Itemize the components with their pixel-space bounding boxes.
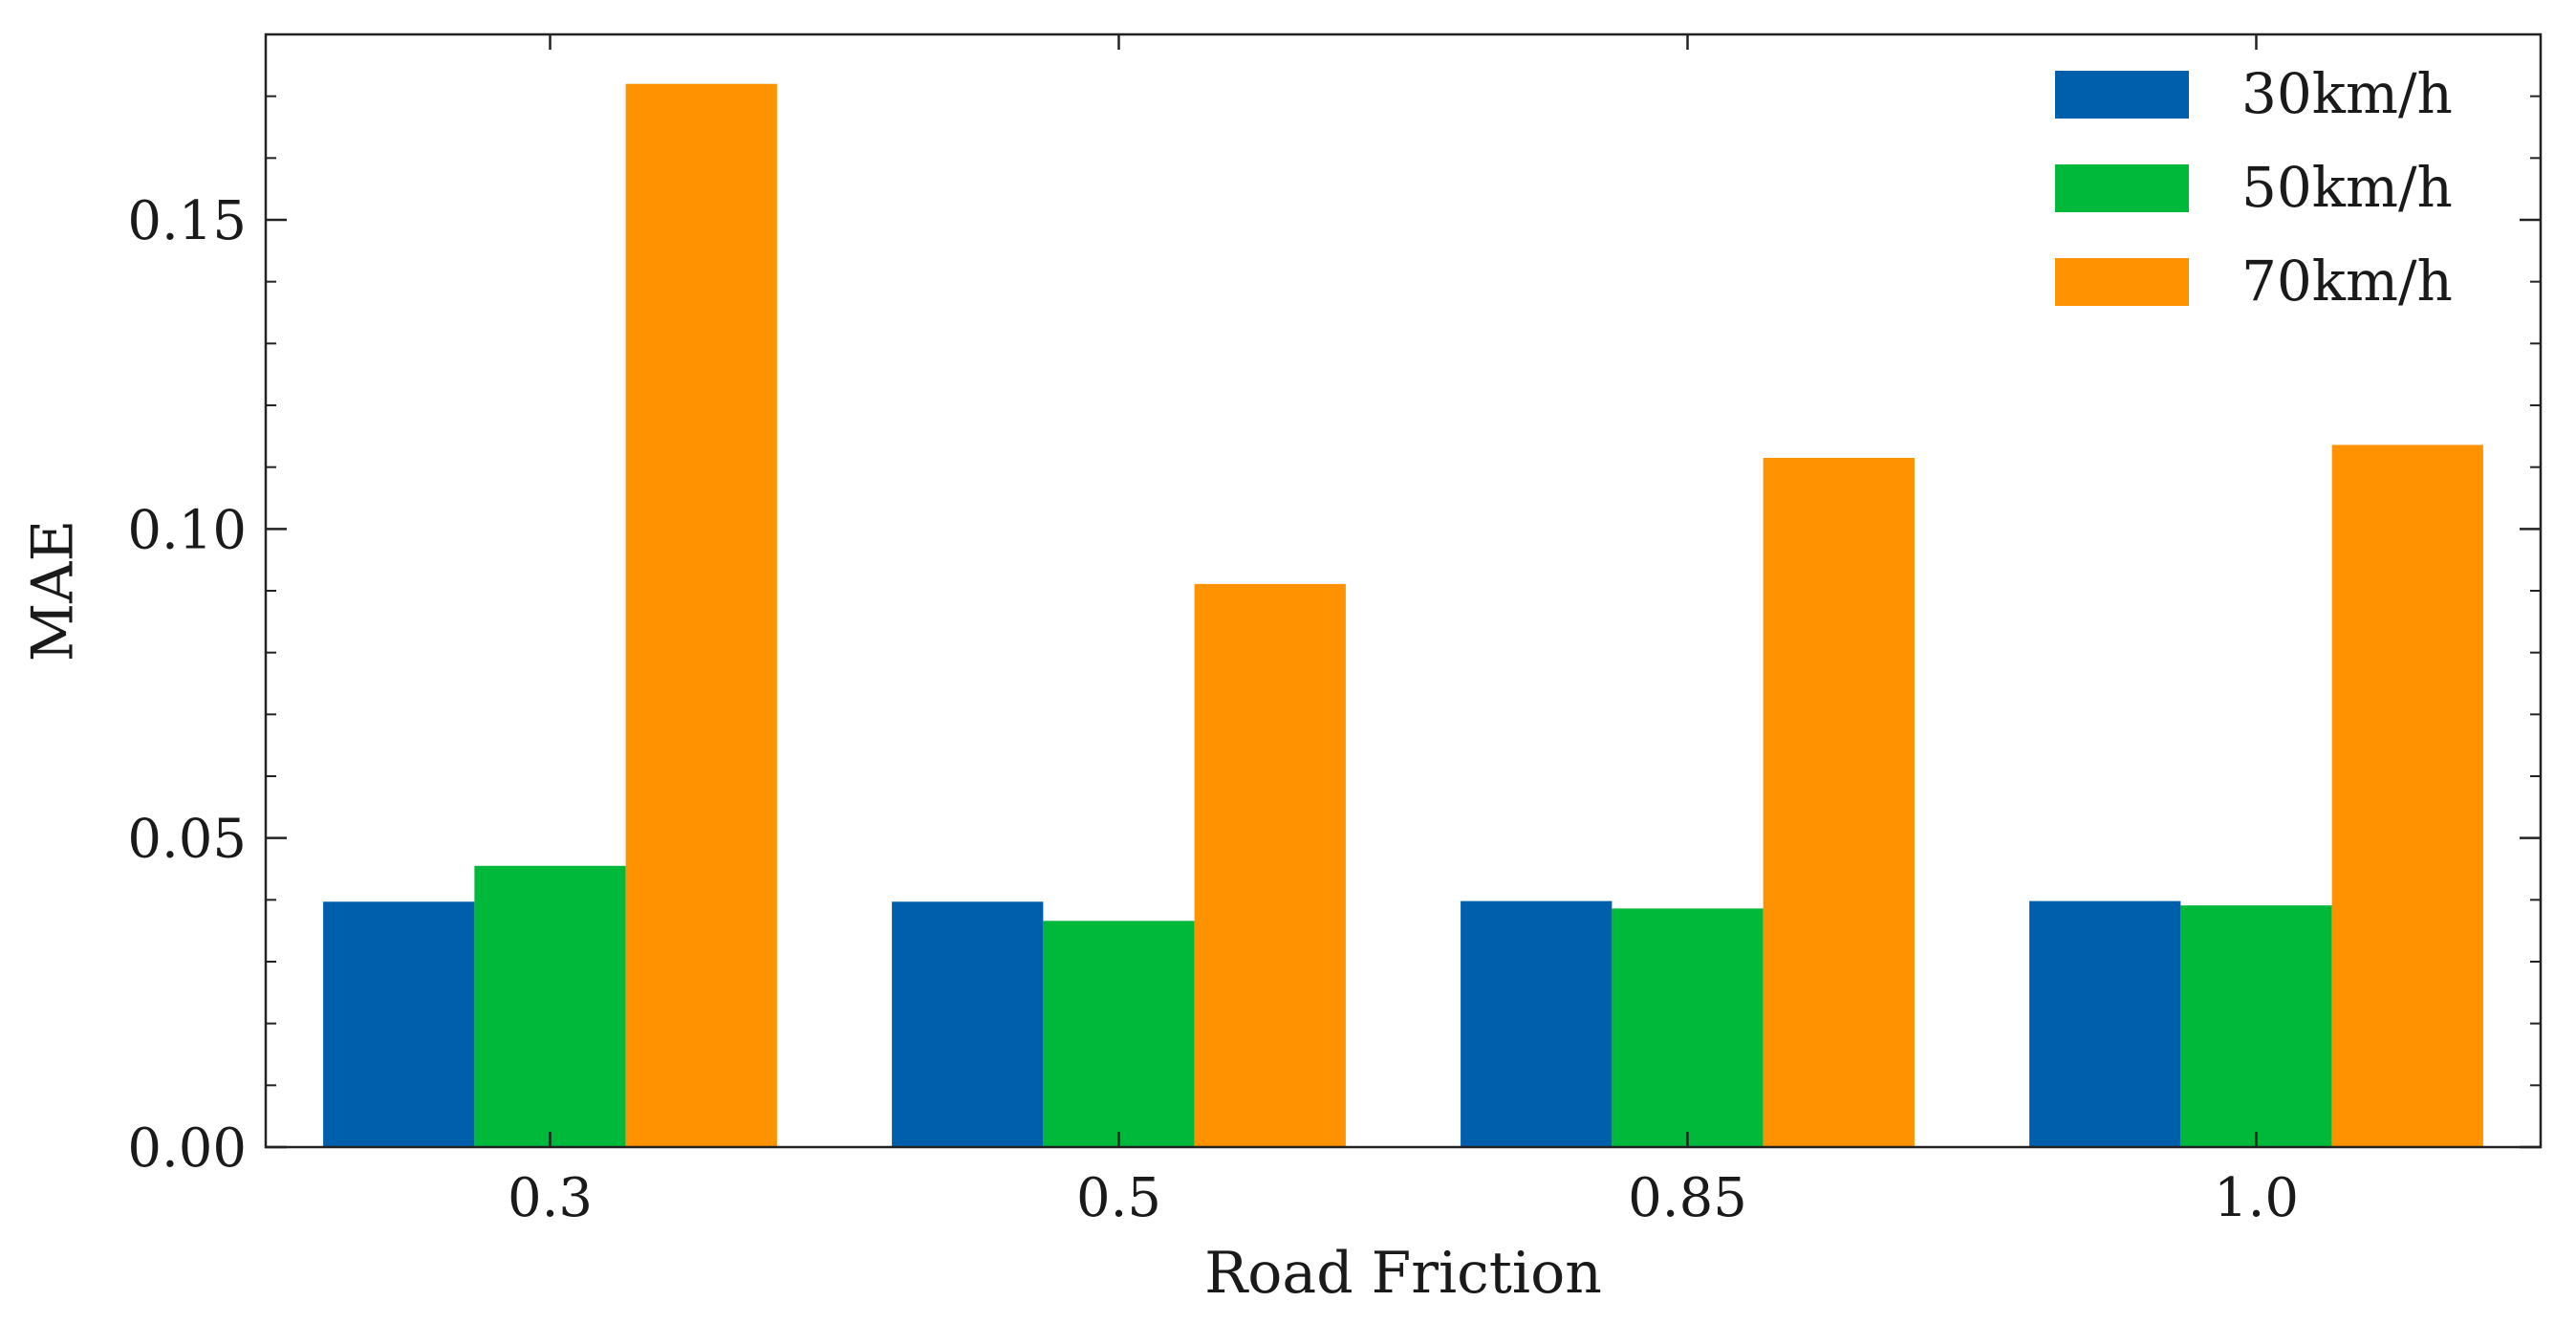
y-tick-label: 0.10 bbox=[127, 499, 247, 561]
x-tick-label: 0.85 bbox=[1628, 1167, 1747, 1229]
x-tick-label: 0.3 bbox=[508, 1167, 593, 1229]
x-tick-label: 1.0 bbox=[2214, 1167, 2299, 1229]
bar-30km-h-0-3 bbox=[323, 901, 475, 1147]
bar-70km-h-0-5 bbox=[1194, 583, 1346, 1147]
legend-swatch-70km-h bbox=[2055, 258, 2189, 306]
bar-30km-h-0-85 bbox=[1461, 900, 1613, 1147]
bar-70km-h-0-85 bbox=[1763, 457, 1915, 1147]
legend: 30km/h 50km/h 70km/h bbox=[2055, 61, 2453, 314]
legend-label: 50km/h bbox=[2241, 155, 2453, 220]
y-tick-label: 0.00 bbox=[127, 1117, 247, 1180]
y-tick-label: 0.05 bbox=[127, 809, 247, 871]
bar-50km-h-1-0 bbox=[2180, 905, 2332, 1147]
bar-50km-h-0-3 bbox=[474, 865, 626, 1147]
bar-30km-h-0-5 bbox=[892, 901, 1044, 1147]
legend-label: 70km/h bbox=[2241, 249, 2453, 314]
tick-labels-layer: 0.3 0.5 0.85 1.0 0.00 0.05 0.10 0.15 bbox=[127, 190, 2299, 1229]
y-tick-label: 0.15 bbox=[127, 190, 247, 252]
bar-30km-h-1-0 bbox=[2029, 900, 2181, 1147]
legend-label: 30km/h bbox=[2241, 61, 2453, 126]
legend-swatch-30km-h bbox=[2055, 71, 2189, 119]
ticks-layer bbox=[266, 33, 2541, 1149]
x-axis-label: Road Friction bbox=[1204, 1240, 1602, 1307]
y-axis-label: MAE bbox=[20, 520, 87, 662]
bar-50km-h-0-5 bbox=[1043, 921, 1195, 1147]
bar-50km-h-0-85 bbox=[1612, 908, 1764, 1147]
bar-70km-h-1-0 bbox=[2331, 445, 2483, 1147]
bar-70km-h-0-3 bbox=[625, 83, 777, 1148]
bars-layer bbox=[323, 83, 2483, 1148]
legend-swatch-50km-h bbox=[2055, 164, 2189, 212]
x-tick-label: 0.5 bbox=[1076, 1167, 1161, 1229]
